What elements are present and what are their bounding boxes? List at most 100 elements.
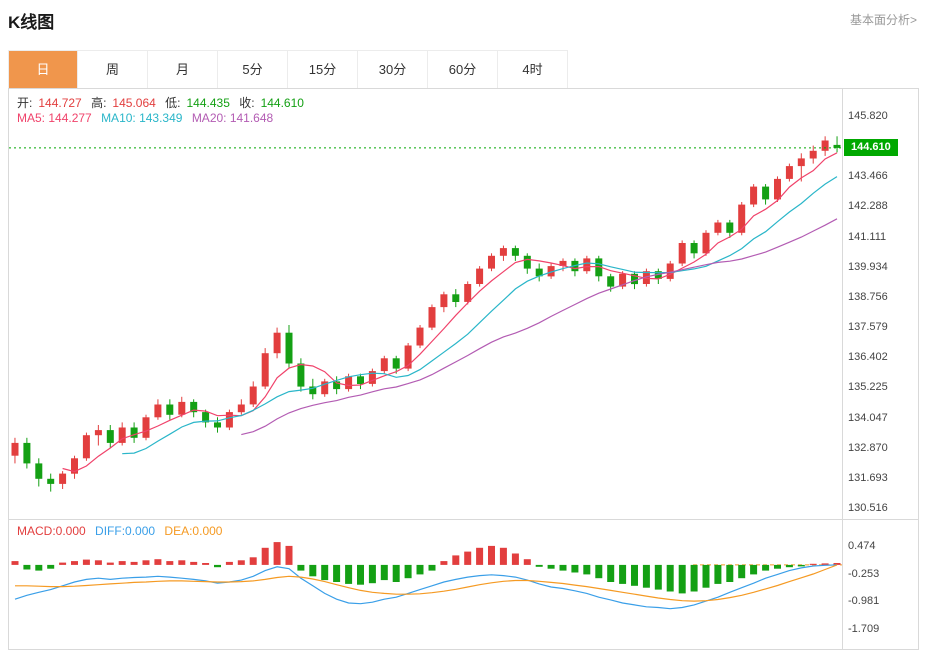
price-axis-label: 135.225 — [848, 381, 888, 393]
macd-hist-bar — [690, 564, 698, 592]
candle-body — [202, 412, 210, 423]
fundamental-analysis-link[interactable]: 基本面分析> — [849, 13, 917, 27]
macd-hist-bar — [261, 547, 269, 565]
candle-body — [118, 427, 126, 443]
price-axis: 144.610 145.820 143.466 142.288 141.111 139.… — [843, 89, 918, 519]
macd-hist-bar — [714, 564, 722, 584]
candle-body — [190, 401, 198, 413]
macd-hist-bar — [297, 564, 305, 571]
low-label: 低: — [165, 96, 181, 110]
candle-body — [595, 258, 603, 277]
candle-body — [654, 271, 662, 279]
candle-body — [726, 222, 734, 233]
candle-body — [702, 232, 710, 254]
macd-hist-bar — [833, 563, 841, 565]
candle-body — [738, 204, 746, 233]
macd-hist-bar — [237, 560, 245, 565]
macd-hist-bar — [428, 564, 436, 571]
macd-hist-bar — [511, 553, 519, 565]
candle-body — [261, 353, 269, 387]
macd-axis-label: -0.253 — [848, 568, 880, 580]
candlestick-plot[interactable]: 开: 144.727 高: 145.064 低: 144.435 收: 144.610 … — [9, 89, 843, 519]
timeframe-tab-4[interactable]: 5分 — [218, 50, 288, 88]
candle-body — [523, 255, 531, 269]
candle-body — [452, 294, 460, 302]
macd-hist-bar — [607, 564, 615, 582]
ma5-line — [62, 152, 838, 473]
macd-hist-bar — [666, 564, 674, 592]
candle-body — [631, 273, 638, 285]
candle-body — [499, 248, 507, 256]
macd-hist-bar — [476, 547, 484, 565]
low-value: 144.435 — [186, 96, 230, 110]
price-axis-label: 141.111 — [848, 231, 887, 243]
macd-hist-bar — [106, 562, 114, 565]
candle-body — [237, 404, 245, 413]
macd-hist-bar — [285, 545, 293, 565]
timeframe-tab-3[interactable]: 月 — [148, 50, 218, 88]
macd-hist-bar — [547, 564, 555, 569]
macd-chart[interactable] — [9, 520, 843, 649]
candle-body — [833, 144, 841, 148]
timeframe-tab-6[interactable]: 30分 — [358, 50, 428, 88]
timeframe-tab-7[interactable]: 60分 — [428, 50, 498, 88]
timeframe-tab-8[interactable]: 4时 — [498, 50, 568, 88]
candle-body — [416, 327, 424, 346]
macd-axis-label: 0.474 — [848, 540, 876, 552]
macd-hist-bar — [595, 564, 603, 579]
macd-hist-bar — [345, 564, 353, 584]
macd-hist-bar — [380, 564, 388, 581]
macd-axis: 0.474 -0.253 -0.981 -1.709 — [843, 520, 918, 649]
current-price-tag: 144.610 — [844, 139, 898, 156]
price-axis-label: 143.466 — [848, 170, 888, 182]
candle-body — [47, 478, 55, 484]
macd-hist-bar — [392, 564, 400, 582]
macd-hist-bar — [583, 564, 591, 575]
ma5-value: MA5: 144.277 — [17, 111, 92, 125]
timeframe-tab-2[interactable]: 周 — [78, 50, 148, 88]
macd-hist-bar — [499, 547, 507, 565]
macd-hist-bar — [11, 561, 19, 565]
candle-body — [690, 243, 698, 254]
macd-hist-bar — [59, 562, 67, 565]
header: K线图 基本面分析> — [0, 0, 927, 32]
high-label: 高: — [91, 96, 107, 110]
macd-hist-bar — [678, 564, 686, 594]
macd-value: MACD:0.000 — [17, 524, 86, 538]
macd-hist-bar — [559, 564, 567, 571]
candle-body — [714, 222, 722, 233]
price-axis-label: 138.756 — [848, 291, 888, 303]
candle-body — [607, 276, 615, 287]
macd-hist-bar — [273, 542, 281, 565]
candle-body — [178, 401, 186, 415]
candle-body — [511, 248, 519, 256]
candle-body — [404, 345, 412, 369]
timeframe-tab-5[interactable]: 15分 — [288, 50, 358, 88]
macd-hist-bar — [130, 561, 138, 565]
macd-hist-bar — [619, 564, 627, 584]
macd-hist-bar — [654, 564, 662, 590]
macd-hist-bar — [488, 545, 495, 565]
candle-body — [71, 458, 78, 474]
macd-plot[interactable]: MACD:0.000 DIFF:0.000 DEA:0.000 — [9, 520, 843, 649]
price-axis-label: 131.693 — [848, 472, 888, 484]
price-axis-label: 132.870 — [848, 442, 888, 454]
macd-hist-bar — [94, 560, 102, 565]
macd-hist-bar — [404, 564, 412, 579]
candle-body — [321, 381, 329, 395]
macd-hist-bar — [821, 563, 829, 565]
candle-body — [249, 386, 257, 405]
main-chart-panel: 开: 144.727 高: 145.064 低: 144.435 收: 144.610 … — [9, 89, 918, 519]
close-label: 收: — [239, 96, 255, 110]
timeframe-tabs: 日周月 5分 15分 30分 60分 4时 — [8, 50, 919, 88]
ohlc-readout: 开: 144.727 高: 145.064 低: 144.435 收: 144.610 — [17, 94, 310, 111]
candlestick-chart[interactable] — [9, 89, 843, 519]
timeframe-tab-1[interactable]: 日 — [8, 50, 78, 88]
macd-hist-bar — [82, 559, 90, 565]
candle-body — [166, 404, 174, 415]
dea-value: DEA:0.000 — [164, 524, 223, 538]
macd-hist-bar — [47, 564, 55, 569]
macd-hist-bar — [750, 564, 758, 575]
candle-body — [309, 386, 317, 395]
candle-body — [225, 412, 233, 428]
